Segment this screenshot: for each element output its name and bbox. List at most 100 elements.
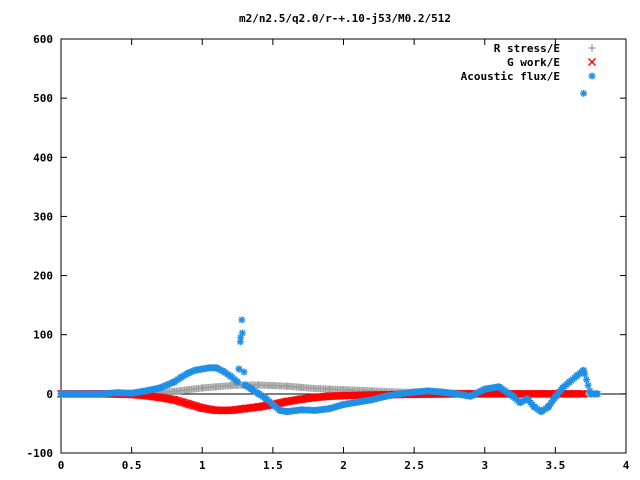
data-point	[424, 387, 432, 395]
data-point	[184, 369, 192, 377]
data-point	[170, 387, 178, 395]
x-tick-label: 2.5	[404, 459, 424, 472]
data-point	[283, 408, 291, 416]
data-point	[255, 390, 263, 398]
data-point	[566, 378, 573, 386]
data-point	[537, 389, 546, 398]
data-point	[340, 401, 347, 409]
data-point	[269, 401, 277, 409]
data-point	[509, 392, 517, 400]
legend: R stress/E G work/E Acoustic flux/E	[461, 42, 596, 83]
data-point	[234, 378, 242, 386]
data-point	[191, 366, 199, 374]
series-layer	[57, 89, 602, 416]
legend-marker-acoustic-flux	[588, 72, 596, 80]
data-point	[339, 391, 348, 400]
data-point	[311, 406, 319, 414]
data-point	[114, 389, 121, 397]
y-tick-label: -100	[27, 447, 54, 460]
x-tick-label: 2	[340, 459, 347, 472]
data-point	[155, 393, 164, 402]
y-tick-label: 100	[33, 329, 53, 342]
data-point	[236, 338, 244, 346]
data-point	[523, 395, 531, 403]
data-point	[238, 329, 246, 337]
data-point	[582, 376, 590, 384]
data-point	[240, 404, 249, 413]
x-tick-label: 1	[199, 459, 206, 472]
legend-marker-g-work	[588, 58, 596, 66]
legend-label-g-work: G work/E	[507, 56, 560, 69]
data-point	[170, 395, 178, 404]
data-point	[551, 393, 559, 401]
data-point	[325, 392, 334, 401]
data-point	[235, 365, 243, 373]
chart-title: m2/n2.5/q2.0/r-+.10-j53/M0.2/512	[239, 12, 451, 25]
data-point	[580, 89, 588, 97]
data-point	[212, 364, 220, 372]
data-point	[227, 372, 234, 380]
data-point	[587, 390, 595, 398]
data-point	[438, 388, 446, 396]
data-point	[198, 384, 206, 392]
data-point	[544, 403, 552, 411]
data-point	[311, 393, 320, 402]
data-point	[205, 364, 213, 372]
data-point	[142, 387, 150, 395]
data-point	[565, 389, 574, 398]
data-point	[212, 406, 221, 415]
data-point	[577, 389, 586, 398]
data-point	[128, 389, 136, 397]
data-point	[297, 395, 306, 404]
x-tick-label: 3	[481, 459, 488, 472]
y-tick-label: 400	[33, 151, 53, 164]
data-point	[311, 385, 319, 393]
data-point	[269, 382, 277, 390]
y-axis: -100 0 100 200 300 400 500 600	[27, 33, 626, 460]
data-point	[594, 390, 602, 398]
x-tick-label: 3.5	[545, 459, 565, 472]
data-point	[396, 390, 404, 398]
x-tick-label: 4	[623, 459, 630, 472]
y-tick-label: 600	[33, 33, 53, 46]
data-point	[226, 406, 235, 415]
data-point	[325, 405, 333, 413]
data-point	[297, 406, 305, 414]
data-point	[467, 392, 475, 400]
data-point	[530, 403, 538, 411]
legend-marker-r-stress	[588, 44, 596, 52]
data-point	[255, 381, 263, 389]
x-axis: 0 0.5 1 1.5 2 2.5 3 3.5 4	[58, 39, 630, 472]
data-point	[227, 382, 234, 390]
data-point	[219, 367, 227, 375]
data-point	[198, 365, 206, 373]
data-point	[297, 383, 305, 391]
data-point	[325, 385, 333, 393]
legend-label-r-stress: R stress/E	[494, 42, 560, 55]
data-point	[241, 381, 249, 389]
x-tick-label: 1.5	[263, 459, 283, 472]
y-tick-label: 300	[33, 210, 53, 223]
y-tick-label: 500	[33, 92, 53, 105]
data-point	[184, 399, 193, 408]
y-tick-label: 0	[46, 388, 53, 401]
data-point	[198, 404, 207, 413]
x-tick-label: 0	[58, 459, 65, 472]
data-point	[368, 396, 376, 404]
data-point	[212, 383, 220, 391]
data-point	[99, 390, 107, 398]
data-point	[579, 389, 588, 398]
data-point	[354, 398, 362, 406]
data-point	[283, 397, 291, 406]
data-point	[537, 408, 545, 416]
y-tick-label: 200	[33, 270, 53, 283]
data-point	[238, 316, 246, 324]
data-point	[177, 373, 185, 381]
data-point	[516, 399, 524, 407]
data-point	[248, 385, 256, 393]
data-point	[410, 388, 418, 396]
data-point	[170, 378, 178, 386]
data-point	[382, 392, 390, 400]
data-point	[254, 402, 263, 411]
